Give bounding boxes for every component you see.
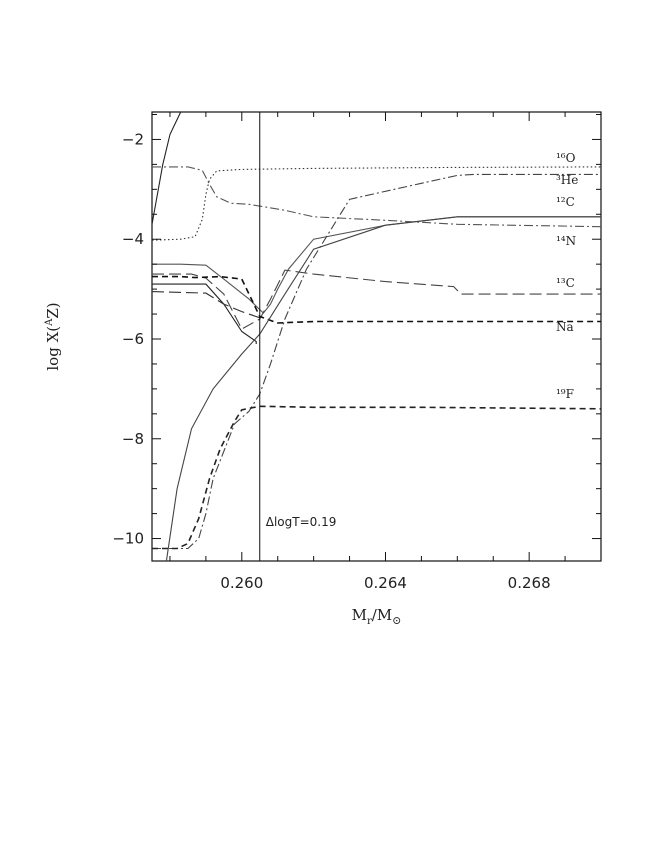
series-line-he3 <box>152 166 602 228</box>
y-axis-title-pre: log X( <box>44 326 62 371</box>
y-tick-label: −10 <box>112 530 144 548</box>
x-axis-title-slash: /M <box>372 606 392 624</box>
series-line-f19 <box>152 405 602 550</box>
unlabeled-curve-3 <box>151 291 264 320</box>
x-axis-title-subscript-r: r <box>367 616 372 627</box>
x-tick-label: 0.264 <box>364 574 407 592</box>
unlabeled-curve-2 <box>152 283 257 344</box>
x-axis-title: Mr/M⊙ <box>352 606 402 627</box>
y-tick-label: −8 <box>122 430 144 448</box>
series-label-na: Na <box>556 320 574 334</box>
y-tick-label: −6 <box>122 330 144 348</box>
x-tick-label: 0.260 <box>220 574 263 592</box>
series-label-he3: ³He <box>556 173 578 187</box>
y-tick-label: −2 <box>122 130 144 148</box>
x-axis-title-subscript-sun: ⊙ <box>392 614 401 627</box>
y-axis-title: log X(AZ) <box>44 302 62 370</box>
y-tick-label: −4 <box>122 230 144 248</box>
series-label-o16: ¹⁶O <box>556 151 576 165</box>
series-line-o16 <box>151 166 602 241</box>
series-line-n14 <box>152 173 601 550</box>
unlabeled-curve-4 <box>165 216 601 562</box>
series-label-c13: ¹³C <box>556 276 575 290</box>
ticks-layer: 0.260 0.264 0.268 −2 −4 −6 −8 −10 <box>112 112 602 592</box>
series-label-f19: ¹⁹F <box>556 387 574 401</box>
y-axis-title-superscript: A <box>44 318 55 327</box>
series-labels-layer: ¹⁶O ³He ¹²C ¹⁴N ¹³C Na ¹⁹F <box>556 151 578 401</box>
x-axis-title-main: M <box>352 606 367 624</box>
delta-logt-annotation: ΔlogT=0.19 <box>266 515 337 529</box>
series-label-c12: ¹²C <box>556 195 575 209</box>
x-tick-label: 0.268 <box>508 574 551 592</box>
plot-frame <box>151 111 602 562</box>
plot-area-border <box>151 111 602 562</box>
y-axis-title-post: Z) <box>44 302 62 318</box>
series-layer <box>151 111 602 562</box>
unlabeled-curve-1 <box>151 111 182 225</box>
series-line-c13 <box>152 269 601 330</box>
series-label-n14: ¹⁴N <box>556 234 576 248</box>
